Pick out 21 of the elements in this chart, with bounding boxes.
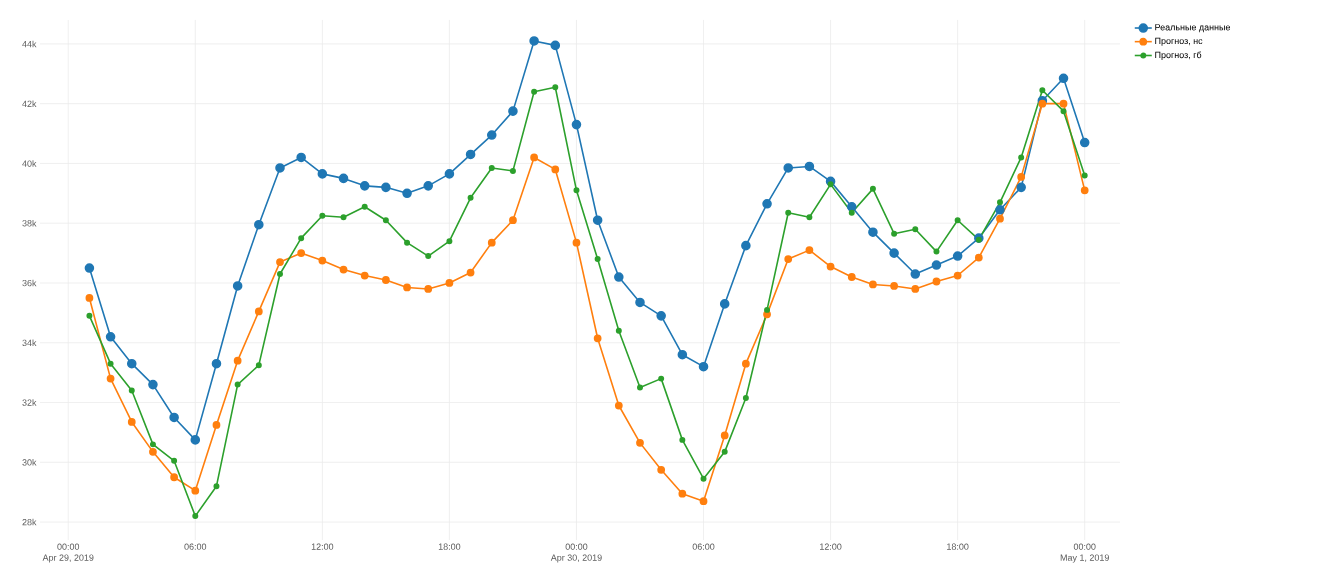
- y-tick-label: 44k: [22, 40, 37, 48]
- x-tick-label: 06:00: [184, 543, 207, 550]
- legend-label: Прогноз, нс: [1155, 37, 1203, 46]
- x-tick-label: 12:00: [311, 543, 334, 550]
- x-tick-label: 00:00 May 1, 2019: [1060, 543, 1109, 563]
- x-tick-label: 18:00: [438, 543, 461, 550]
- y-tick-label: 28k: [22, 518, 37, 526]
- x-tick-label: 00:00 Apr 29, 2019: [42, 543, 94, 563]
- legend-label: Реальные данные: [1155, 24, 1231, 33]
- y-tick-label: 30k: [22, 459, 37, 466]
- legend-label: Прогноз, гб: [1155, 51, 1202, 60]
- y-tick-label: 32k: [22, 399, 37, 406]
- y-tick-label: 42k: [22, 100, 37, 107]
- x-tick-label: 18:00: [947, 543, 969, 550]
- y-tick-label: 36k: [22, 279, 37, 287]
- y-tick-label: 34k: [22, 339, 37, 347]
- x-tick-label: 00:00 Apr 30, 2019: [550, 543, 602, 563]
- x-tick-label: 12:00: [820, 543, 842, 550]
- y-tick-label: 40k: [22, 160, 37, 167]
- x-tick-label: 06:00: [692, 543, 715, 550]
- y-tick-label: 38k: [22, 219, 37, 227]
